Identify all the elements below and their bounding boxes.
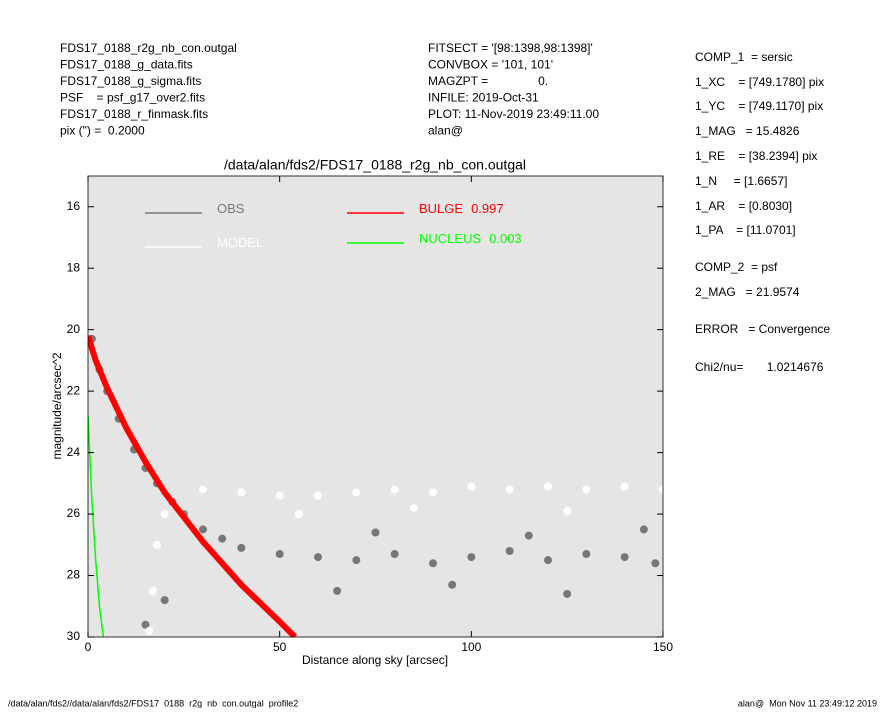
data-point [237, 488, 246, 497]
legend-fraction: 0.997 [471, 201, 504, 216]
data-point [141, 620, 150, 629]
legend-name: NUCLEUS [419, 231, 481, 246]
data-point [429, 559, 437, 568]
x-tick-label: 100 [461, 640, 481, 654]
data-point [563, 506, 572, 515]
header-left-line: pix (") = 0.2000 [60, 124, 145, 138]
plot-area [88, 334, 663, 637]
x-tick-label: 150 [653, 640, 673, 654]
x-axis-label: Distance along sky [arcsec] [302, 653, 448, 667]
legend-fraction: 0.003 [489, 231, 522, 246]
data-point [563, 589, 572, 598]
data-point [314, 491, 322, 500]
y-tick-label: 24 [67, 445, 81, 459]
data-point [149, 586, 158, 595]
fit-result-line: 2_MAG = 21.9574 [695, 285, 800, 299]
data-point [275, 491, 284, 500]
fit-result-line: ERROR = Convergence [695, 322, 830, 336]
data-point [145, 626, 154, 635]
header-left-line: FDS17_0188_r_finmask.fits [60, 107, 208, 121]
chart-title: /data/alan/fds2/FDS17_0188_r2g_nb_con.ou… [224, 157, 526, 173]
data-point [467, 553, 476, 562]
fit-result-line: 1_N = [1.6657] [695, 174, 787, 188]
header-left-line: FDS17_0188_g_data.fits [60, 58, 193, 72]
fit-result-line: 1_XC = [749.1780] pix [695, 75, 824, 89]
data-point [467, 482, 476, 491]
data-point [505, 546, 514, 555]
y-axis-label: magnitude/arcsec^2 [50, 352, 64, 459]
header-middle-line: FITSECT = '[98:1398,98:1398]' [428, 41, 593, 55]
data-point [160, 510, 169, 519]
legend-name: BULGE [419, 201, 463, 216]
legend-name: OBS [217, 201, 245, 216]
data-point [429, 488, 437, 497]
data-point [390, 550, 399, 559]
data-point [620, 553, 629, 562]
data-point [314, 553, 322, 562]
y-tick-label: 16 [67, 199, 81, 213]
data-point [199, 485, 207, 494]
data-point [544, 482, 552, 491]
data-point [333, 586, 342, 595]
data-point [371, 528, 380, 537]
y-tick-label: 28 [67, 568, 81, 582]
fit-result-line: COMP_1 = sersic [695, 50, 793, 64]
header-left-line: FDS17_0188_g_sigma.fits [60, 74, 201, 88]
fit-result-line: 1_YC = [749.1170] pix [695, 99, 823, 113]
legend-label: BULGE 0.997 [419, 201, 504, 216]
fit-result-line: 1_AR = [0.8030] [695, 199, 792, 213]
header-middle-line: alan@ [428, 124, 463, 138]
legend-name: MODEL [217, 235, 263, 250]
data-point [582, 550, 591, 559]
data-point [352, 488, 361, 497]
fit-result-line: 1_PA = [11.0701] [695, 223, 796, 237]
x-tick-label: 50 [273, 640, 287, 654]
data-point [582, 485, 591, 494]
legend-label: OBS [217, 201, 245, 216]
y-tick-label: 26 [67, 506, 81, 520]
data-point [218, 534, 227, 543]
data-point [275, 550, 284, 559]
y-tick-label: 22 [67, 383, 81, 397]
profile-line [88, 415, 105, 637]
data-point [448, 580, 457, 589]
header-middle-line: MAGZPT = 0. [428, 74, 548, 88]
data-point [659, 485, 663, 494]
header-middle-line: PLOT: 11-Nov-2019 23:49:11.00 [428, 107, 599, 121]
data-point [352, 556, 361, 565]
data-point [153, 540, 161, 549]
y-tick-label: 18 [67, 260, 81, 274]
data-point [160, 596, 169, 605]
data-point [390, 485, 399, 494]
x-tick-label: 0 [85, 640, 92, 654]
header-middle-line: CONVBOX = '101, 101' [428, 58, 553, 72]
data-point [544, 556, 552, 565]
y-tick-label: 20 [67, 322, 81, 336]
footer-stamp: alan@ Mon Nov 11 23:49:12 2019 [738, 698, 877, 708]
data-point [409, 503, 418, 512]
header-middle-line: INFILE: 2019-Oct-31 [428, 91, 539, 105]
profile-line [88, 334, 298, 637]
plot-background [88, 176, 663, 637]
data-point [505, 485, 514, 494]
header-left-line: PSF = psf_g17_over2.fits [60, 91, 205, 105]
header-left-line: FDS17_0188_r2g_nb_con.outgal [60, 41, 237, 55]
data-point [237, 543, 246, 552]
fit-result-line: Chi2/nu= 1.0214676 [695, 360, 824, 374]
data-point [524, 531, 533, 540]
data-point [199, 525, 207, 534]
data-point [651, 559, 660, 568]
plot-frame [87, 175, 664, 638]
legend-label: NUCLEUS 0.003 [419, 231, 522, 246]
legend-label: MODEL [217, 235, 263, 250]
data-point [620, 482, 629, 491]
data-point [294, 510, 303, 519]
fit-result-line: 1_MAG = 15.4826 [695, 124, 800, 138]
y-tick-label: 30 [67, 629, 81, 643]
footer-path: /data/alan/fds2//data/alan/fds2/FDS17_01… [8, 698, 298, 708]
data-point [639, 525, 648, 534]
fit-result-line: 1_RE = [38.2394] pix [695, 149, 817, 163]
fit-result-line: COMP_2 = psf [695, 260, 778, 274]
